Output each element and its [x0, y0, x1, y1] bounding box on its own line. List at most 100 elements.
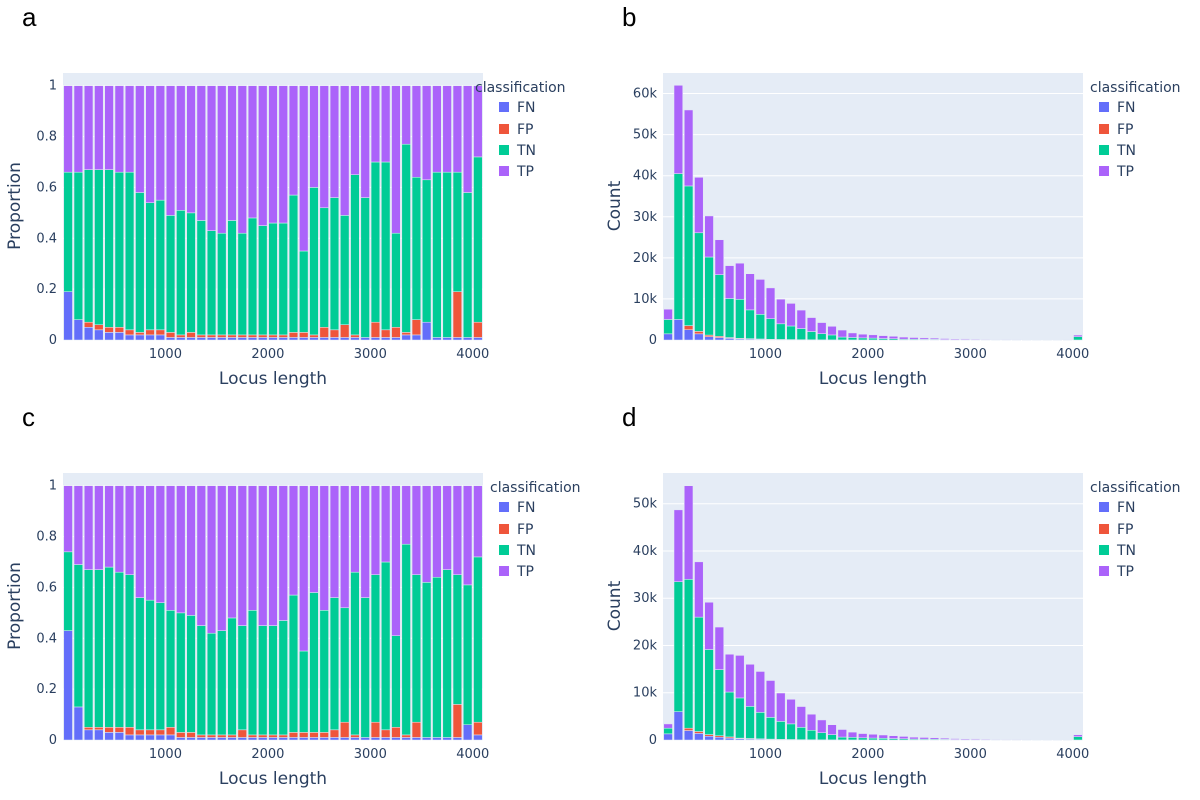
legend-title-b: classification: [1090, 80, 1181, 96]
bar-tn-b: [776, 323, 786, 340]
bar-tp-b: [765, 287, 776, 319]
bar-tp-a: [206, 85, 217, 231]
legend-swatch-tp-a[interactable]: [499, 166, 509, 176]
legend-label-fn-a[interactable]: FN: [517, 100, 536, 116]
legend-label-fn-b[interactable]: FN: [1117, 100, 1136, 116]
bar-tn-b: [663, 319, 673, 335]
bar-fn-c: [350, 737, 360, 741]
x-axis-title-c: Locus length: [219, 769, 327, 789]
bar-tn-d: [694, 616, 704, 732]
bar-fp-a: [288, 332, 299, 338]
bar-tp-c: [381, 485, 391, 563]
legend-swatch-fp-d[interactable]: [1099, 524, 1109, 534]
bar-tn-c: [268, 625, 278, 736]
legend-label-tn-b[interactable]: TN: [1116, 143, 1136, 159]
legend-b: classification FN FP TN TP: [1090, 80, 1181, 180]
bar-tn-c: [114, 571, 124, 728]
legend-label-tn-a[interactable]: TN: [516, 143, 536, 159]
y-tick-label-c: 0: [49, 733, 57, 748]
legend-label-fp-b[interactable]: FP: [1117, 122, 1134, 138]
bar-tn-c: [299, 650, 309, 733]
bar-tn-c: [288, 594, 299, 733]
y-tick-label-d: 20k: [633, 638, 658, 653]
bar-fn-a: [329, 337, 340, 341]
bar-fn-c: [84, 729, 94, 741]
bar-tn-b: [827, 334, 837, 341]
bar-fp-c: [206, 734, 217, 738]
legend-swatch-fn-b[interactable]: [1099, 102, 1109, 112]
bar-tp-b: [960, 338, 970, 340]
bar-fp-a: [227, 334, 237, 338]
bar-fp-c: [227, 734, 237, 738]
y-tick-label-b: 50k: [633, 128, 658, 143]
legend-label-fp-a[interactable]: FP: [517, 122, 534, 138]
bar-fp-c: [217, 734, 227, 738]
bar-fp-c: [176, 732, 186, 738]
legend-swatch-fn-a[interactable]: [499, 102, 509, 112]
bar-tn-b: [868, 337, 878, 341]
y-tick-label-d: 30k: [633, 591, 658, 606]
legend-swatch-tn-b[interactable]: [1099, 145, 1109, 155]
legend-swatch-fn-c[interactable]: [499, 502, 509, 512]
legend-label-fn-d[interactable]: FN: [1117, 500, 1136, 516]
bar-tp-b: [786, 303, 796, 327]
y-tick-labels-a: 0 0.2 0.4 0.6 0.8 1: [36, 79, 57, 348]
legend-label-tp-a[interactable]: TP: [516, 164, 534, 180]
bar-fn-c: [145, 734, 155, 741]
bar-tp-a: [452, 85, 462, 173]
bar-fp-a: [196, 334, 206, 338]
bar-tn-c: [155, 602, 165, 731]
legend-swatch-tp-c[interactable]: [499, 566, 509, 576]
legend-swatch-tn-c[interactable]: [499, 545, 509, 555]
bar-tn-d: [745, 706, 755, 739]
bar-fn-a: [463, 337, 473, 341]
bar-fn-a: [340, 337, 350, 341]
bar-fn-a: [452, 337, 462, 341]
legend-label-tp-d[interactable]: TP: [1116, 564, 1134, 580]
panel-d: d 0 10k 20k 30k 40k 50k 1000 2000 3000 4000 Locu…: [605, 402, 1181, 789]
bar-tn-c: [135, 597, 145, 731]
legend-label-tn-c[interactable]: TN: [516, 543, 536, 559]
legend-swatch-tp-b[interactable]: [1099, 166, 1109, 176]
legend-swatch-fp-c[interactable]: [499, 524, 509, 534]
bar-tp-a: [299, 85, 309, 252]
bar-tn-b: [704, 256, 714, 336]
legend-title-c: classification: [490, 480, 581, 496]
legend-swatch-tp-d[interactable]: [1099, 566, 1109, 576]
bar-fp-c: [381, 729, 391, 738]
panel-letter-c: c: [22, 402, 35, 432]
bar-tn-a: [217, 232, 227, 336]
bar-fp-a: [247, 334, 258, 338]
bar-fn-c: [381, 737, 391, 741]
bar-tn-b: [765, 318, 776, 340]
bar-tp-b: [796, 309, 806, 329]
legend-label-tn-d[interactable]: TN: [1116, 543, 1136, 559]
legend-swatch-fn-d[interactable]: [1099, 502, 1109, 512]
bar-fp-c: [299, 732, 309, 738]
legend-a: classification FN FP TN TP: [475, 80, 566, 180]
legend-swatch-fp-b[interactable]: [1099, 124, 1109, 134]
legend-label-fp-c[interactable]: FP: [517, 522, 534, 538]
legend-swatch-fp-a[interactable]: [499, 124, 509, 134]
bar-tn-c: [432, 577, 442, 738]
legend-swatch-tn-d[interactable]: [1099, 545, 1109, 555]
bar-fn-a: [258, 337, 268, 341]
bar-tn-a: [114, 171, 124, 328]
bar-tp-c: [104, 485, 114, 568]
bar-tp-b: [899, 336, 909, 340]
x-tick-label-b: 1000: [749, 347, 782, 362]
bar-tp-a: [176, 85, 186, 211]
legend-label-tp-c[interactable]: TP: [516, 564, 534, 580]
bar-fp-a: [155, 329, 165, 336]
legend-label-tp-b[interactable]: TP: [1116, 164, 1134, 180]
bar-fp-a: [135, 332, 145, 336]
bar-tp-a: [463, 85, 473, 193]
bar-fn-c: [186, 737, 196, 741]
legend-label-fp-d[interactable]: FP: [1117, 522, 1134, 538]
legend-swatch-tn-a[interactable]: [499, 145, 509, 155]
bar-fn-a: [165, 337, 176, 341]
bar-tn-c: [452, 574, 462, 705]
bar-tp-d: [776, 692, 786, 722]
legend-label-fn-c[interactable]: FN: [517, 500, 536, 516]
